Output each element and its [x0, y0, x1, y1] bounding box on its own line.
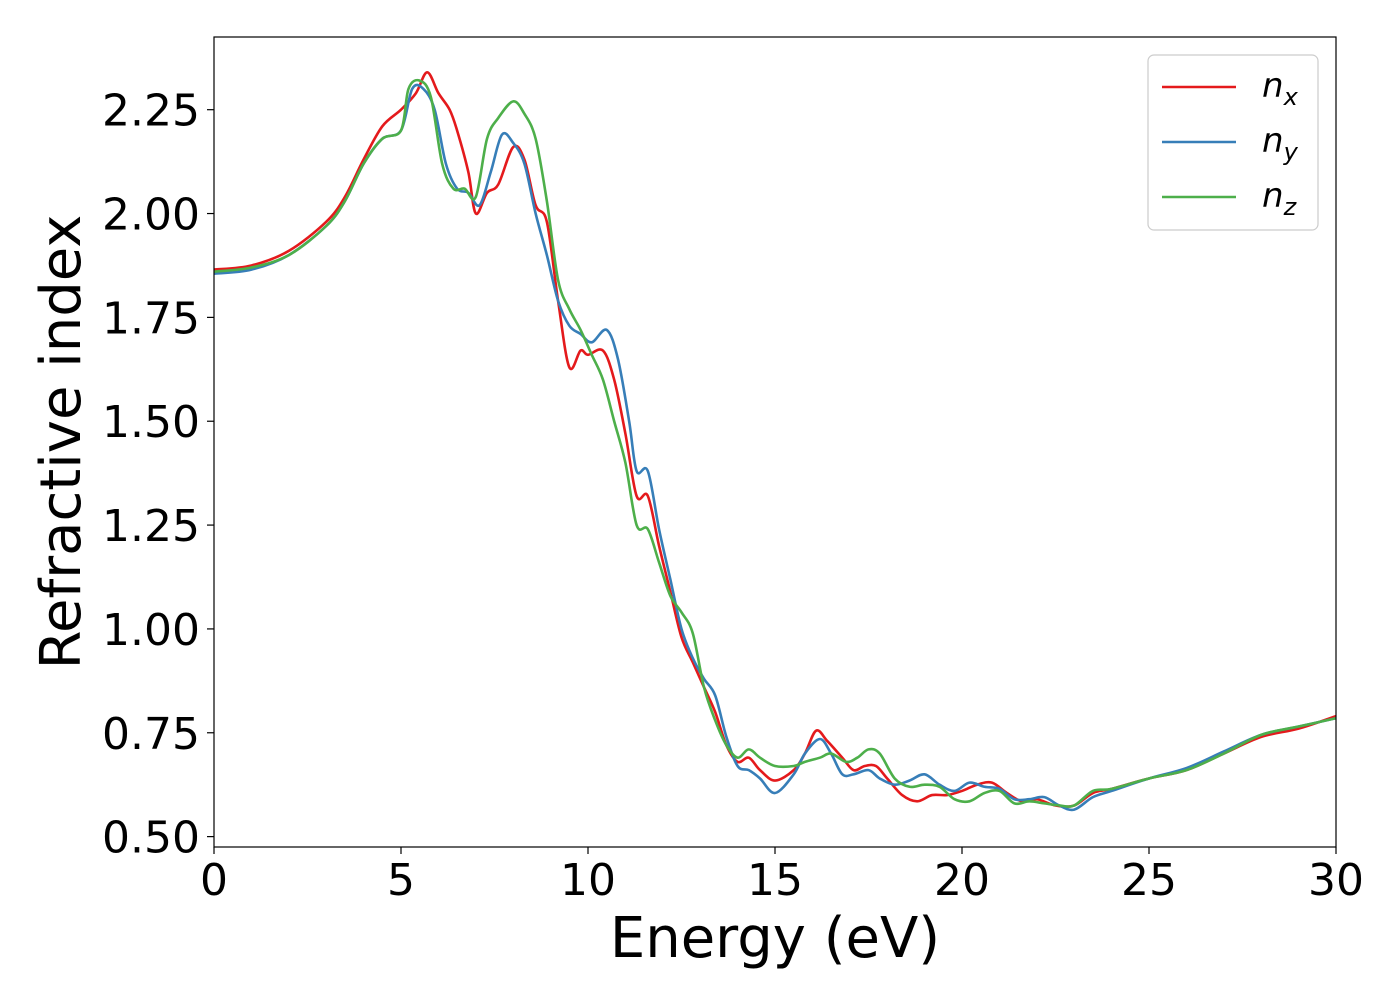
y-axis-title: Refractive index	[29, 215, 94, 670]
x-tick-label: 0	[200, 855, 228, 906]
x-tick-label: 5	[387, 855, 415, 906]
y-tick-label: 1.00	[102, 605, 200, 656]
x-tick-label: 15	[747, 855, 803, 906]
y-tick-label: 1.25	[102, 501, 200, 552]
x-tick-label: 10	[560, 855, 616, 906]
x-tick-label: 30	[1308, 855, 1364, 906]
y-tick-label: 1.75	[102, 293, 200, 344]
x-tick-label: 25	[1121, 855, 1177, 906]
y-axis: 0.50 0.75 1.00 1.25 1.50 1.75 2.00 2.25	[102, 86, 214, 864]
series-line-ny	[214, 83, 1336, 812]
y-tick-label: 0.50	[102, 813, 200, 864]
x-axis-title: Energy (eV)	[610, 906, 940, 971]
y-tick-label: 2.00	[102, 190, 200, 241]
legend-label-ny: ny	[1262, 121, 1299, 166]
y-tick-label: 0.75	[102, 709, 200, 760]
series-layer	[214, 71, 1336, 812]
x-axis: 0 5 10 15 20 25 30	[200, 847, 1364, 906]
legend-label-nx: nx	[1262, 66, 1299, 111]
legend: nx ny nz	[1147, 54, 1319, 231]
y-tick-label: 1.50	[102, 397, 200, 448]
x-tick-label: 20	[934, 855, 990, 906]
series-line-nz	[214, 78, 1336, 808]
legend-label-nz: nz	[1262, 176, 1298, 221]
series-line-nx	[214, 71, 1336, 808]
y-tick-label: 2.25	[102, 86, 200, 137]
